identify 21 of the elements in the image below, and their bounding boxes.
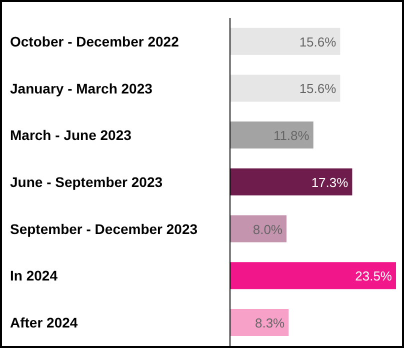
y-tick-label: June - September 2023 (10, 174, 163, 190)
bar (230, 262, 396, 290)
y-tick-label: March - June 2023 (10, 127, 132, 144)
y-tick-label: January - March 2023 (10, 80, 153, 96)
y-tick-label: In 2024 (10, 268, 58, 284)
data-label: 17.3% (311, 174, 349, 190)
bar (230, 74, 340, 102)
y-tick-label: September - December 2023 (10, 220, 198, 237)
bar (230, 122, 314, 149)
bar (230, 308, 289, 336)
bar (230, 168, 352, 196)
data-label: 15.6% (299, 81, 337, 96)
bar (230, 215, 287, 242)
y-tick-label: October - December 2022 (10, 33, 180, 50)
data-label: 8.3% (254, 315, 286, 330)
y-tick-label: After 2024 (10, 314, 78, 331)
data-label: 8.0% (252, 222, 283, 237)
bar (230, 28, 340, 55)
data-label: 23.5% (355, 268, 392, 284)
data-label: 15.6% (299, 34, 337, 50)
data-label: 11.8% (273, 128, 310, 144)
